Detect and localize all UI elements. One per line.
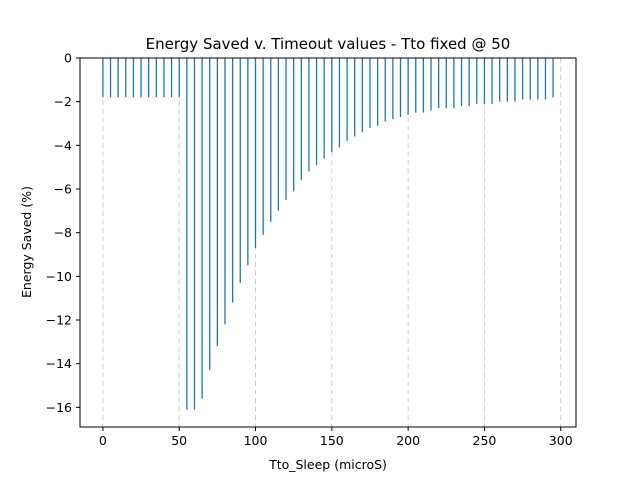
bar — [148, 58, 150, 98]
bar — [140, 58, 142, 98]
bar — [170, 58, 173, 98]
bar — [476, 58, 478, 104]
bar — [506, 58, 508, 102]
y-tick-label: −2 — [54, 94, 72, 109]
y-tick-label: −6 — [54, 182, 72, 197]
bar — [376, 58, 379, 126]
bar — [132, 58, 135, 98]
bar — [315, 58, 318, 165]
x-axis-ticks: 0 50 100 150 200 250 300 — [99, 427, 573, 448]
bar — [262, 58, 264, 235]
y-axis-ticks: 0 −2 −4 −6 −8 −10 −12 −14 −16 — [46, 51, 80, 415]
x-tick-label: 100 — [244, 433, 268, 448]
bar — [445, 58, 447, 109]
bar — [369, 58, 371, 128]
y-tick-label: −10 — [46, 269, 72, 284]
bar — [163, 58, 165, 98]
bar — [552, 58, 554, 98]
bar — [270, 58, 272, 222]
bar — [407, 58, 409, 115]
bar — [239, 58, 241, 283]
bar — [102, 58, 104, 98]
bar — [468, 58, 470, 107]
bar — [201, 58, 203, 399]
bar — [437, 58, 440, 109]
bar — [354, 58, 356, 137]
y-tick-label: −16 — [46, 400, 72, 415]
bar — [231, 58, 234, 303]
x-tick-label: 200 — [396, 433, 420, 448]
bar — [392, 58, 394, 120]
bar — [247, 58, 249, 266]
y-tick-label: −8 — [54, 225, 72, 240]
bar — [293, 58, 295, 192]
y-tick-label: −14 — [46, 356, 72, 371]
bar — [399, 58, 402, 117]
bar — [415, 58, 417, 113]
y-tick-label: −4 — [54, 138, 72, 153]
bar — [521, 58, 524, 100]
bar — [285, 58, 287, 200]
x-tick-label: 0 — [99, 433, 107, 448]
bar — [331, 58, 333, 152]
bar — [483, 58, 486, 104]
x-tick-label: 50 — [171, 433, 187, 448]
bar — [346, 58, 348, 141]
y-axis-label: Energy Saved (%) — [19, 186, 34, 298]
bar — [117, 58, 119, 98]
x-tick-label: 150 — [320, 433, 344, 448]
bar — [125, 58, 127, 98]
x-tick-label: 300 — [549, 433, 573, 448]
bar — [422, 58, 425, 113]
bar — [453, 58, 455, 109]
x-tick-label: 250 — [473, 433, 497, 448]
bar — [254, 58, 257, 248]
bar — [186, 58, 188, 410]
bar — [109, 58, 112, 98]
bar — [323, 58, 325, 159]
x-axis-label: Tto_Sleep (microS) — [268, 457, 387, 472]
bar — [529, 58, 531, 100]
bar — [300, 58, 302, 181]
chart-title: Energy Saved v. Timeout values - Tto fix… — [146, 35, 511, 53]
bar — [338, 58, 341, 148]
bar — [544, 58, 547, 100]
bar — [155, 58, 157, 98]
bar — [491, 58, 493, 104]
bar — [216, 58, 219, 347]
bar — [430, 58, 432, 111]
bar — [277, 58, 280, 211]
bar — [209, 58, 211, 371]
bar — [384, 58, 386, 122]
bar — [514, 58, 516, 102]
bar — [460, 58, 463, 107]
bar — [224, 58, 226, 325]
bar — [499, 58, 501, 102]
y-tick-label: −12 — [46, 313, 72, 328]
y-tick-label: 0 — [64, 51, 72, 66]
bar — [537, 58, 539, 100]
bar — [178, 58, 180, 98]
bar — [193, 58, 196, 410]
plot-frame — [79, 57, 577, 428]
bar-layer — [102, 58, 554, 410]
bar — [361, 58, 363, 133]
bar — [308, 58, 310, 172]
